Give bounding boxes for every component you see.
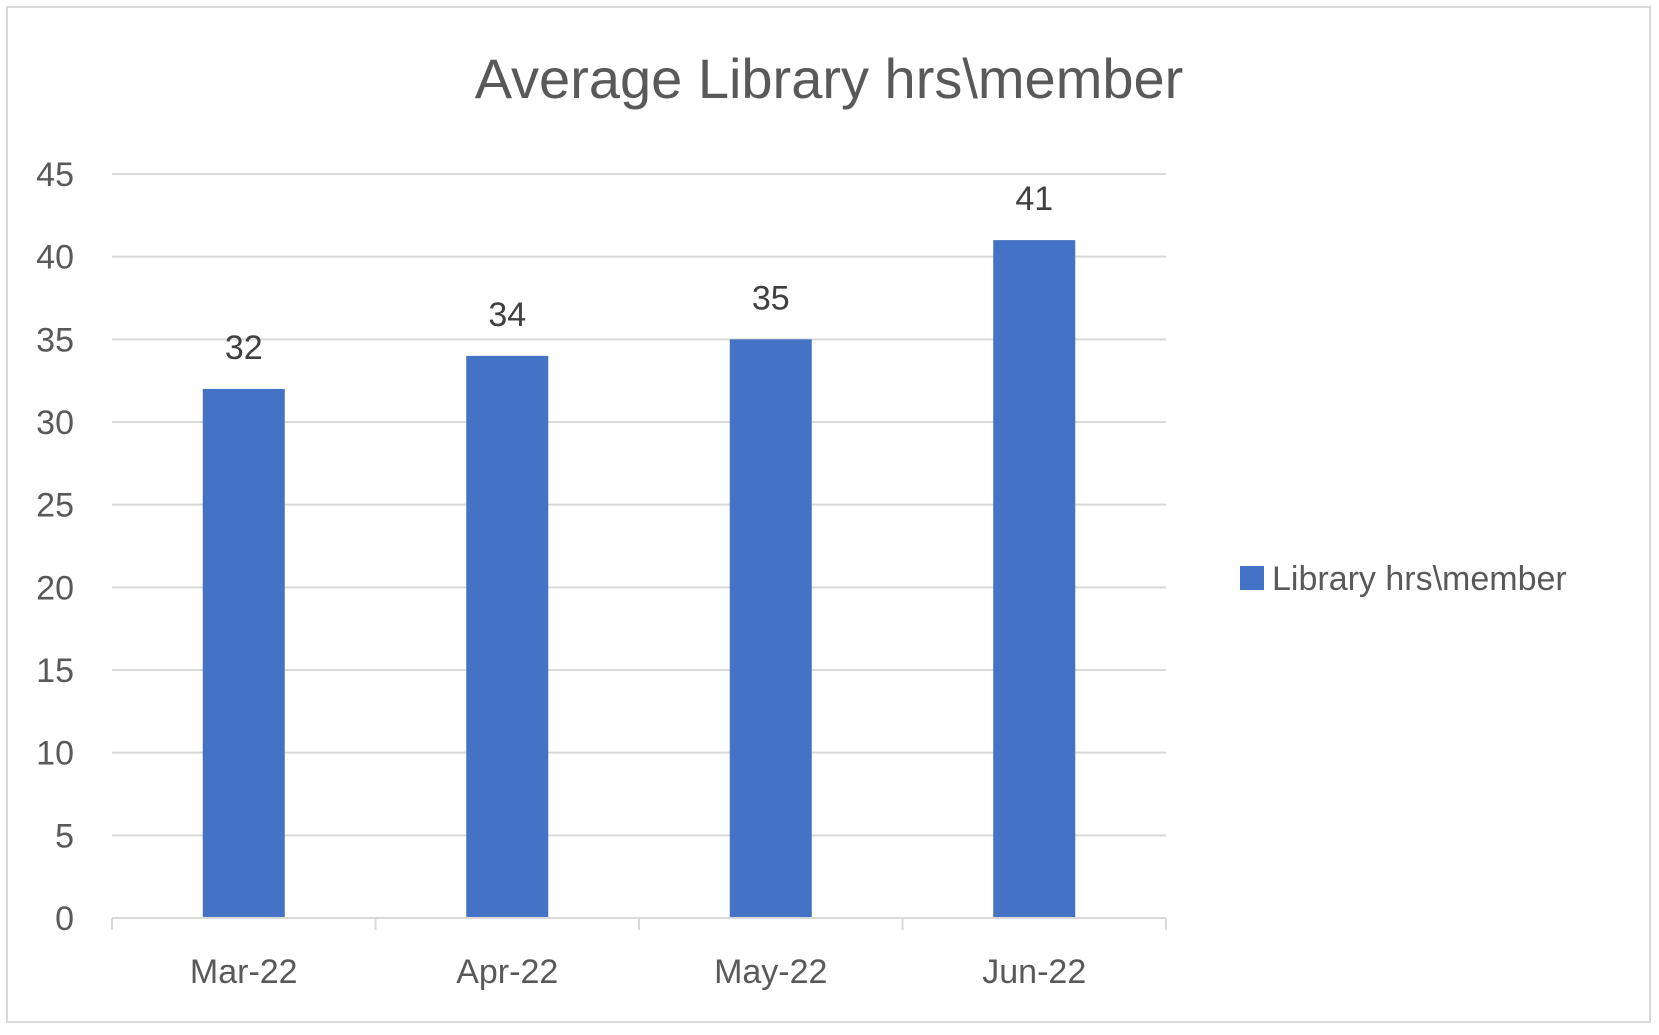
data-label: 32 xyxy=(225,329,263,367)
legend-label: Library hrs\member xyxy=(1272,560,1567,598)
y-tick-label: 20 xyxy=(36,569,74,607)
data-label: 41 xyxy=(1015,180,1053,218)
y-tick-label: 0 xyxy=(55,900,74,938)
legend: Library hrs\member xyxy=(1240,560,1567,598)
y-tick-label: 5 xyxy=(55,817,74,855)
y-tick-label: 30 xyxy=(36,404,74,442)
bar xyxy=(466,355,549,918)
y-axis-ticks: 0 5 10 15 20 25 30 35 40 45 xyxy=(36,156,74,938)
bar xyxy=(993,240,1076,919)
y-tick-label: 15 xyxy=(36,652,74,690)
y-tick-label: 40 xyxy=(36,239,74,277)
x-category-label: Apr-22 xyxy=(456,953,558,991)
y-tick-label: 45 xyxy=(36,156,74,194)
bars xyxy=(202,240,1076,919)
bar xyxy=(729,339,812,918)
x-axis: Mar-22 Apr-22 May-22 Jun-22 xyxy=(111,917,1167,991)
bar xyxy=(202,388,285,918)
data-label: 34 xyxy=(488,296,526,334)
data-label: 35 xyxy=(752,279,790,317)
chart-title: Average Library hrs\member xyxy=(475,47,1184,110)
y-tick-label: 25 xyxy=(36,487,74,525)
x-category-label: Mar-22 xyxy=(190,953,298,991)
gridlines xyxy=(112,173,1166,837)
legend-swatch xyxy=(1240,566,1264,590)
x-category-label: May-22 xyxy=(714,953,827,991)
data-labels: 32 34 35 41 xyxy=(225,180,1053,367)
y-tick-label: 35 xyxy=(36,321,74,359)
y-tick-label: 10 xyxy=(36,735,74,773)
x-category-label: Jun-22 xyxy=(982,953,1086,991)
